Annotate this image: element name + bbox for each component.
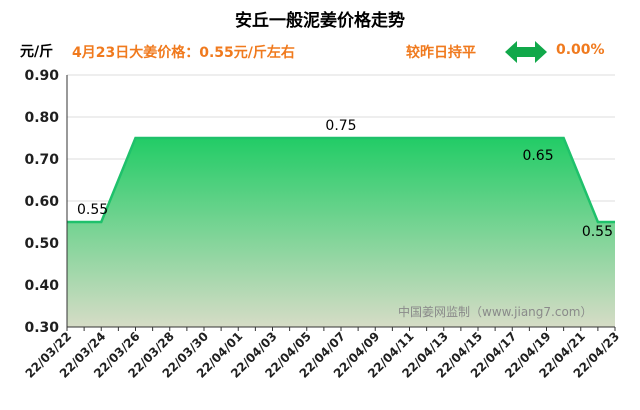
y-tick-label: 0.60 [24, 194, 59, 210]
change-label: 较昨日持平 [406, 45, 476, 61]
double-arrow-icon [505, 41, 547, 63]
price-area [67, 138, 615, 327]
data-label: 0.65 [522, 148, 553, 164]
y-tick-label: 0.40 [24, 278, 59, 294]
y-tick-labels: 0.30 0.40 0.50 0.60 0.70 0.80 0.90 [24, 68, 59, 336]
y-unit-label: 元/斤 [20, 44, 54, 60]
x-tick-labels: 22/03/2222/03/2422/03/2622/03/2822/03/30… [23, 329, 623, 381]
data-label: 0.75 [325, 118, 356, 134]
y-tick-label: 0.80 [24, 110, 59, 126]
data-label: 0.55 [77, 202, 108, 218]
y-tick-label: 0.90 [24, 68, 59, 84]
y-tick-label: 0.30 [24, 320, 59, 336]
y-tick-label: 0.70 [24, 152, 59, 168]
data-label: 0.55 [582, 224, 613, 240]
watermark: 中国姜网监制（www.jiang7.com） [398, 304, 592, 319]
price-line [67, 136, 615, 224]
change-value: 0.00% [556, 42, 605, 58]
y-tick-label: 0.50 [24, 236, 59, 252]
axes [66, 75, 616, 331]
data-labels: 0.55 0.75 0.65 0.55 [77, 118, 613, 240]
price-summary: 4月23日大姜价格：0.55元/斤左右 [72, 45, 295, 61]
chart-title: 安丘一般泥姜价格走势 [235, 11, 405, 31]
